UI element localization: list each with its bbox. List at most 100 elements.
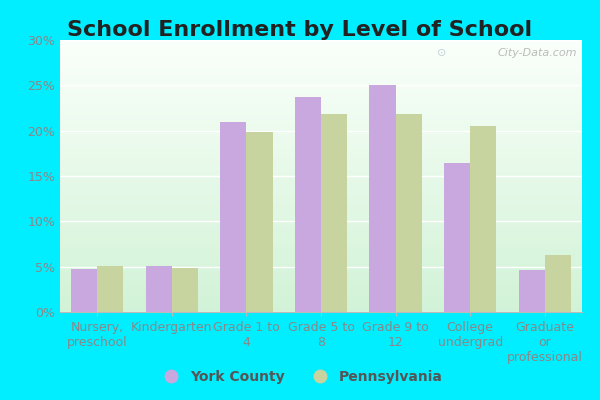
Bar [60, 161, 582, 162]
Bar [60, 63, 582, 64]
Bar [60, 97, 582, 98]
Bar [60, 59, 582, 60]
Bar [60, 277, 582, 278]
Bar [60, 73, 582, 74]
Bar [60, 285, 582, 286]
Bar [60, 187, 582, 188]
Bar [60, 226, 582, 228]
Bar [60, 203, 582, 204]
Bar [60, 100, 582, 101]
Bar [60, 104, 582, 105]
Bar [60, 81, 582, 82]
Bar [60, 202, 582, 203]
Bar [60, 198, 582, 199]
Bar [60, 236, 582, 237]
Bar [60, 243, 582, 244]
Bar [60, 234, 582, 236]
Bar [60, 62, 582, 63]
Bar [60, 68, 582, 70]
Bar [60, 240, 582, 241]
Bar [60, 266, 582, 267]
Bar [60, 255, 582, 256]
Bar [60, 233, 582, 234]
Bar [60, 41, 582, 43]
Bar [60, 271, 582, 272]
Bar [60, 301, 582, 302]
Bar [518, 270, 545, 312]
Bar [60, 281, 582, 282]
Bar [60, 90, 582, 92]
Bar [60, 132, 582, 134]
Bar [60, 143, 582, 145]
Bar [60, 114, 582, 115]
Bar [60, 55, 582, 56]
Bar [60, 302, 582, 304]
Bar [60, 241, 582, 243]
Bar [60, 142, 582, 143]
Bar [60, 173, 582, 175]
Text: School Enrollment by Level of School: School Enrollment by Level of School [67, 20, 533, 40]
Bar [60, 309, 582, 311]
Bar [60, 221, 582, 222]
Bar [220, 122, 247, 312]
Bar [60, 190, 582, 191]
Bar [60, 204, 582, 206]
Bar [60, 120, 582, 122]
Bar [60, 118, 582, 119]
Bar [60, 251, 582, 252]
Bar [60, 290, 582, 292]
Bar [60, 71, 582, 73]
Bar [60, 54, 582, 55]
Bar [60, 182, 582, 183]
Bar [60, 136, 582, 138]
Bar [60, 256, 582, 258]
Bar [60, 195, 582, 196]
Bar [60, 158, 582, 160]
Bar [60, 179, 582, 180]
Bar [60, 156, 582, 157]
Bar [60, 70, 582, 71]
Bar [60, 192, 582, 194]
Bar [60, 191, 582, 192]
Bar [60, 115, 582, 116]
Bar [60, 305, 582, 306]
Bar [60, 286, 582, 288]
Bar [60, 44, 582, 46]
Bar [60, 101, 582, 102]
Bar [60, 157, 582, 158]
Bar [60, 135, 582, 136]
Bar [60, 162, 582, 164]
Bar [60, 207, 582, 209]
Bar [60, 268, 582, 270]
Bar [60, 126, 582, 127]
Bar [60, 245, 582, 247]
Bar [60, 263, 582, 264]
Bar [60, 131, 582, 132]
Bar [60, 270, 582, 271]
Bar [60, 274, 582, 275]
Bar [60, 200, 582, 202]
Bar [60, 145, 582, 146]
Bar [60, 48, 582, 50]
Bar [60, 296, 582, 297]
Bar [60, 304, 582, 305]
Bar [60, 186, 582, 187]
Bar [60, 160, 582, 161]
Bar [60, 138, 582, 139]
Bar [60, 46, 582, 47]
Bar [97, 266, 124, 312]
Bar [60, 199, 582, 200]
Bar [60, 139, 582, 141]
Bar [60, 176, 582, 177]
Bar [60, 264, 582, 266]
Bar [60, 52, 582, 54]
Bar [60, 50, 582, 51]
Bar [60, 123, 582, 124]
Bar [60, 168, 582, 169]
Bar [60, 275, 582, 277]
Bar [60, 237, 582, 238]
Bar [60, 105, 582, 107]
Bar [60, 74, 582, 75]
Bar [60, 225, 582, 226]
Legend: York County, Pennsylvania: York County, Pennsylvania [151, 364, 449, 389]
